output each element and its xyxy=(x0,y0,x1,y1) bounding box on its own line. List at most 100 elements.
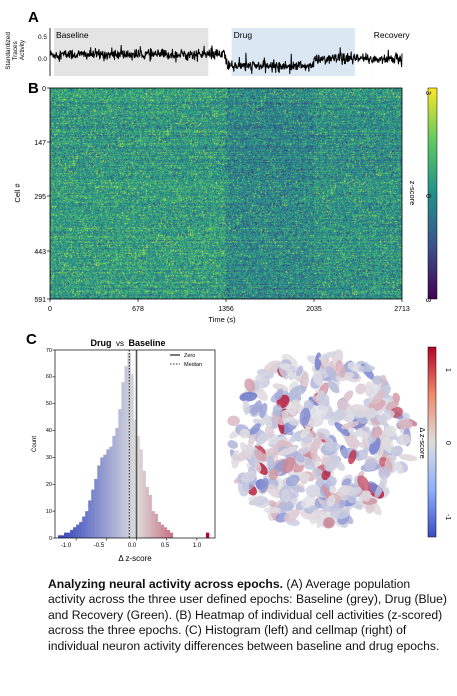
cell-roi xyxy=(251,496,267,507)
cell-roi xyxy=(259,477,269,494)
heatmap-ytick-147: 147 xyxy=(34,140,46,147)
histogram-bar xyxy=(103,454,107,538)
cell-roi xyxy=(324,442,341,452)
cell-roi xyxy=(399,434,411,446)
panel-a-ytick-0-5: 0.5 xyxy=(38,34,47,41)
cell-roi xyxy=(398,454,418,462)
cell-roi xyxy=(289,484,306,493)
histogram-bar xyxy=(133,419,137,538)
cell-roi xyxy=(327,380,340,394)
figure-caption: Analyzing neural activity across epochs.… xyxy=(48,577,448,654)
cell-roi xyxy=(307,415,324,427)
cell-roi xyxy=(303,399,314,410)
cell-roi xyxy=(361,490,372,502)
heatmap-colorbar xyxy=(427,87,438,300)
heatmap-image xyxy=(50,88,402,299)
histogram-ytick-30: 30 xyxy=(46,455,52,461)
epoch-recovery-label: Recovery xyxy=(374,30,411,40)
cell-roi xyxy=(379,476,388,489)
histogram-ylabel: Count xyxy=(32,436,38,452)
panel-a-ylabel-line-2: Traces xyxy=(12,41,19,60)
epoch-regions: Baseline Drug Recovery xyxy=(54,28,410,76)
cell-roi xyxy=(231,449,241,469)
histogram-bar xyxy=(142,470,146,538)
histogram-bar xyxy=(91,489,95,538)
histogram-ytick-10: 10 xyxy=(46,509,52,515)
heatmap-xlabel: Time (s) xyxy=(208,315,236,324)
cell-roi xyxy=(283,509,300,522)
histogram-ytick-50: 50 xyxy=(46,401,52,407)
cell-roi xyxy=(297,446,311,455)
legend-median-label: Median xyxy=(184,362,202,368)
histogram-xtick-1-0: 1.0 xyxy=(193,543,202,549)
cell-roi xyxy=(265,483,282,499)
caption-title: Analyzing neural activity across epochs. xyxy=(48,577,284,591)
histogram-ytick-60: 60 xyxy=(46,374,52,380)
histogram-title-drug: Drug xyxy=(90,338,111,348)
histogram-bar xyxy=(130,374,134,538)
population-trace xyxy=(49,45,403,74)
cell-roi xyxy=(248,433,256,447)
panel-label-b: B xyxy=(28,80,39,97)
histogram-bar xyxy=(136,435,140,538)
histogram-bar xyxy=(154,513,158,538)
histogram-bar xyxy=(115,427,119,538)
cell-roi xyxy=(355,383,367,395)
histogram-bar xyxy=(124,366,128,538)
heatmap-colorbar-tick-neg3: -3 xyxy=(424,296,431,302)
heatmap-xtick-2713: 2713 xyxy=(394,306,410,313)
histogram-bar xyxy=(166,529,171,538)
cell-roi xyxy=(263,360,282,374)
heatmap-xtick-0: 0 xyxy=(48,306,52,313)
panel-label-c: C xyxy=(26,331,37,348)
cell-roi xyxy=(341,421,359,430)
panel-a-ylabel: Standardized Traces Activity xyxy=(5,30,26,69)
heatmap-ytick-443: 443 xyxy=(34,249,46,256)
panel-a-ylabel-line-1: Standardized xyxy=(5,32,12,70)
panel-c-cellmap: 1 0 -1 Δ z-score xyxy=(227,346,451,538)
heatmap-ytick-295: 295 xyxy=(34,194,46,201)
cell-roi xyxy=(240,471,257,483)
cell-roi xyxy=(263,507,281,514)
histogram-bar xyxy=(58,535,62,538)
histogram-bar xyxy=(112,435,116,538)
epoch-drug-label: Drug xyxy=(234,30,253,40)
cellmap-colorbar-tick-neg1: -1 xyxy=(444,514,451,520)
cell-roi xyxy=(310,437,322,454)
heatmap-ylabel: Cell # xyxy=(13,183,22,203)
histogram-bar xyxy=(160,524,164,538)
histogram-ytick-70: 70 xyxy=(46,348,52,354)
histogram-bar xyxy=(139,449,143,538)
cell-roi xyxy=(281,489,291,503)
cell-roi xyxy=(323,517,335,529)
heatmap-xtick-2035: 2035 xyxy=(306,306,322,313)
cell-roi xyxy=(262,413,273,428)
histogram-ytick-20: 20 xyxy=(46,482,52,488)
panel-c-histogram: Drug vs Baseline 0 10 20 30 40 50 60 70 … xyxy=(32,338,216,563)
cell-roi xyxy=(253,449,267,463)
cell-roi xyxy=(334,408,347,421)
cell-roi xyxy=(289,385,307,397)
histogram-legend: Zero Median xyxy=(170,353,202,368)
cell-roi xyxy=(371,390,386,405)
cellmap-colorbar-label: Δ z-score xyxy=(418,427,427,458)
cellmap-colorbar xyxy=(427,346,437,538)
histogram-bar xyxy=(169,532,174,538)
histogram-xtick-0-0: 0.0 xyxy=(128,543,137,549)
histogram-bar xyxy=(82,516,86,538)
cell-roi xyxy=(227,440,238,449)
cell-roi xyxy=(285,474,300,487)
cell-roi xyxy=(326,476,337,487)
cell-roi xyxy=(364,457,378,471)
histogram-bar xyxy=(76,524,80,538)
histogram-bar xyxy=(106,449,110,538)
histogram-bar xyxy=(73,527,77,538)
cell-roi xyxy=(335,360,346,378)
cell-roi xyxy=(268,468,279,481)
cell-roi xyxy=(259,402,268,419)
cell-roi xyxy=(272,404,283,417)
histogram-xtick-neg0-5: -0.5 xyxy=(94,543,105,549)
cell-roi xyxy=(257,432,270,442)
cell-roi xyxy=(330,508,351,520)
histogram-bar xyxy=(148,495,152,538)
